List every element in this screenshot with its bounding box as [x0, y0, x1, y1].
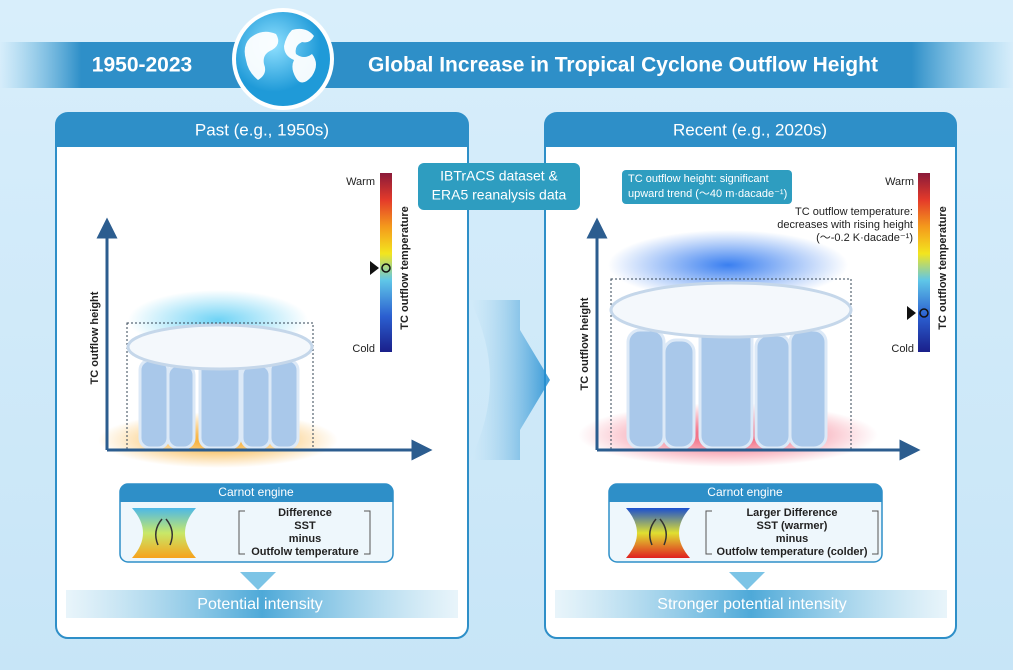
height-note: upward trend (～40 m·dacade⁻¹) — [628, 188, 787, 200]
temp-note: (～-0.2 K·dacade⁻¹) — [816, 232, 913, 244]
colorbar — [918, 173, 930, 352]
temp-note: decreases with rising height — [777, 219, 913, 231]
colorbar-label: TC outflow temperature — [399, 206, 411, 329]
height-note-box — [622, 170, 792, 204]
engine-line: minus — [289, 533, 321, 545]
dataset-label: IBTrACS dataset & — [440, 168, 558, 184]
engine-title: Carnot engine — [707, 485, 783, 499]
panel-title: Past (e.g., 1950s) — [195, 120, 329, 139]
result-band — [555, 590, 947, 618]
globe — [232, 8, 334, 110]
marker-arrow — [370, 261, 379, 275]
colorbar-label: TC outflow temperature — [937, 206, 949, 329]
engine-box — [608, 483, 883, 563]
cloud — [609, 281, 853, 450]
down-arrow — [240, 572, 765, 590]
engine-line: Larger Difference — [746, 507, 837, 519]
height-note: TC outflow height: significant — [628, 173, 769, 185]
engine-title: Carnot engine — [218, 485, 294, 499]
years: 1950-2023 — [92, 54, 192, 77]
result: Potential intensity — [197, 596, 322, 613]
engine-line: SST (warmer) — [757, 520, 828, 532]
dataset-label: ERA5 reanalysis data — [432, 187, 567, 203]
dataset-box — [418, 163, 580, 210]
panel-title: Recent (e.g., 2020s) — [673, 120, 827, 139]
temp-note: TC outflow temperature: — [795, 206, 913, 218]
engine-line: minus — [776, 533, 808, 545]
y-axis-label: TC outflow height — [89, 291, 101, 384]
engine-line: Difference — [278, 507, 332, 519]
colorbar-cold: Cold — [352, 343, 375, 355]
marker-arrow — [907, 306, 916, 320]
marker — [919, 308, 929, 318]
cold-glow — [608, 230, 848, 300]
banner — [0, 42, 1013, 88]
colorbar-warm: Warm — [346, 176, 375, 188]
transition-arrow — [470, 300, 550, 460]
engine-line: SST — [294, 520, 316, 532]
engine-line: Outfolw temperature — [251, 546, 359, 558]
main-title: Global Increase in Tropical Cyclone Outf… — [368, 54, 878, 77]
colorbar-cold: Cold — [891, 343, 914, 355]
engine-line: Outfolw temperature (colder) — [717, 546, 868, 558]
cloud — [126, 323, 314, 450]
engine-box — [119, 483, 394, 563]
colorbar — [380, 173, 392, 352]
y-axis-label: TC outflow height — [579, 297, 591, 390]
marker — [381, 263, 391, 273]
colorbar-warm: Warm — [885, 176, 914, 188]
result: Stronger potential intensity — [657, 596, 846, 613]
result-band — [66, 590, 458, 618]
outflow-box — [610, 278, 852, 451]
